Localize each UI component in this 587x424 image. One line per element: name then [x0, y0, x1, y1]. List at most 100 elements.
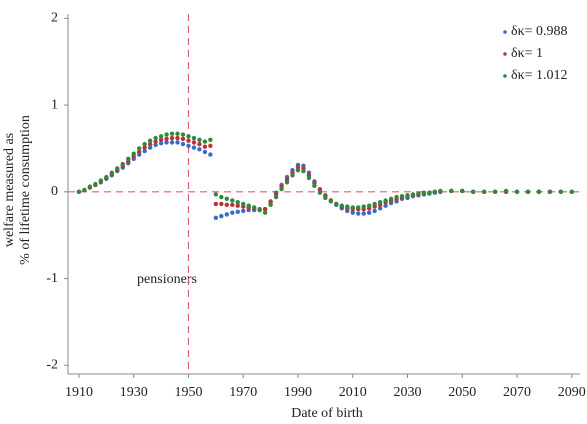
data-point — [98, 178, 104, 183]
data-point — [169, 131, 175, 136]
data-point — [208, 152, 213, 157]
x-axis-label: Date of birth — [291, 406, 363, 421]
data-point — [230, 202, 235, 208]
y-tick-label: 0 — [51, 184, 58, 199]
data-point — [268, 202, 273, 208]
data-point — [142, 148, 147, 154]
data-point — [290, 173, 295, 178]
data-point — [76, 189, 82, 195]
data-point — [186, 134, 191, 139]
data-point — [388, 196, 394, 201]
data-point — [213, 215, 219, 221]
data-point — [317, 190, 323, 195]
data-point — [191, 140, 197, 145]
data-point — [153, 142, 158, 148]
data-point — [82, 187, 87, 193]
data-point — [547, 189, 553, 195]
data-point — [323, 195, 328, 201]
data-point — [366, 210, 372, 215]
legend-marker — [503, 52, 507, 56]
data-point — [164, 132, 169, 137]
data-point — [246, 203, 251, 208]
legend-label: δκ= 1 — [511, 46, 543, 61]
data-point — [492, 189, 498, 195]
data-point — [306, 175, 312, 181]
data-point — [569, 189, 574, 195]
legend-marker — [503, 30, 507, 34]
data-point — [224, 212, 230, 217]
data-point — [460, 188, 465, 194]
data-point — [525, 189, 531, 195]
data-point — [230, 198, 235, 203]
data-point — [230, 210, 235, 215]
data-point — [421, 190, 427, 195]
data-point — [284, 180, 290, 185]
data-point — [158, 134, 164, 139]
data-point — [257, 207, 262, 213]
data-point — [377, 206, 383, 211]
data-point — [147, 141, 153, 147]
data-point — [191, 135, 197, 141]
data-point — [87, 184, 93, 189]
data-point — [213, 192, 219, 197]
legend-label: δκ= 1.012 — [511, 68, 568, 83]
data-point — [202, 144, 208, 149]
data-point — [377, 200, 383, 205]
data-point — [536, 189, 542, 195]
data-point — [147, 145, 153, 150]
x-tick-label: 1970 — [229, 385, 257, 400]
x-tick-label: 2050 — [448, 385, 476, 400]
data-point — [120, 161, 125, 167]
data-point — [471, 189, 476, 195]
data-point — [153, 139, 158, 144]
data-point — [197, 137, 202, 142]
data-point — [328, 199, 334, 204]
data-point — [383, 198, 388, 203]
x-tick-label: 1990 — [284, 385, 312, 400]
data-point — [251, 205, 257, 210]
data-point — [262, 210, 268, 215]
data-point — [334, 201, 339, 207]
data-point — [410, 192, 416, 197]
data-point — [432, 189, 438, 195]
data-point — [186, 138, 191, 143]
data-point — [186, 143, 191, 149]
data-point — [514, 189, 520, 195]
x-tick-label: 1930 — [120, 385, 148, 400]
data-point — [241, 208, 246, 214]
data-point — [164, 136, 169, 142]
data-point — [136, 149, 142, 155]
data-point — [202, 139, 208, 144]
data-point — [208, 143, 213, 149]
data-point — [175, 135, 180, 141]
legend-marker — [503, 74, 507, 78]
data-point — [235, 203, 240, 208]
data-point — [273, 194, 279, 200]
data-point — [350, 205, 355, 210]
data-point — [147, 138, 153, 143]
annotation: pensioners — [137, 272, 197, 287]
data-point — [126, 156, 131, 162]
data-point — [361, 204, 366, 209]
data-point — [93, 181, 98, 187]
data-point — [219, 201, 224, 207]
data-point — [175, 140, 180, 145]
data-point — [224, 202, 230, 208]
data-point — [427, 190, 432, 195]
data-point — [262, 206, 268, 212]
data-point — [180, 141, 186, 147]
x-tick-label: 2090 — [558, 385, 586, 400]
data-point — [438, 188, 443, 194]
data-point — [158, 141, 164, 146]
data-point — [213, 201, 219, 207]
data-point — [115, 166, 120, 171]
data-point — [109, 170, 115, 175]
data-point — [197, 147, 202, 152]
y-tick-label: 2 — [51, 11, 58, 26]
data-point — [131, 151, 136, 156]
data-point — [219, 194, 224, 200]
data-point — [345, 204, 350, 209]
data-point — [416, 191, 421, 196]
data-point — [279, 187, 284, 192]
